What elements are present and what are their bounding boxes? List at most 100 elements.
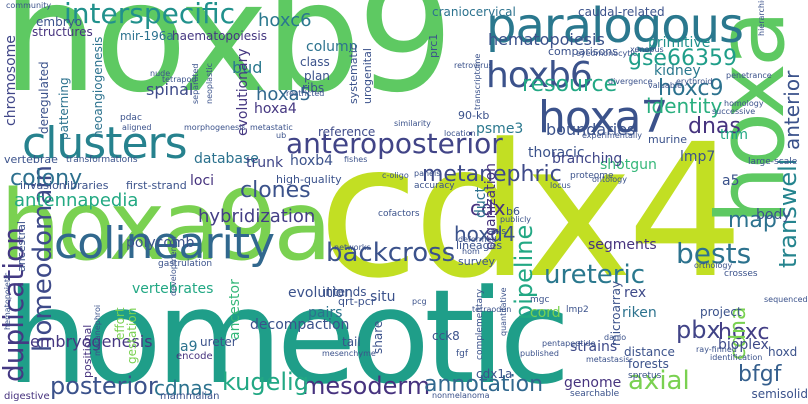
word-chromosome: chromosome <box>3 35 19 126</box>
word-ureter: ureter <box>200 335 237 349</box>
word-hoxc9: hoxc9 <box>658 76 724 101</box>
word-metanephroi: metanephroi <box>93 304 102 356</box>
word-ribs: ribs <box>302 81 325 95</box>
word-separated: separated <box>191 63 200 104</box>
word-anterior: anterior <box>780 70 804 150</box>
word-a9: a9 <box>180 339 198 355</box>
word-ray-finned: ray-finned <box>696 345 737 354</box>
word-spinal: spinal <box>146 80 194 99</box>
word-cdx: cdx <box>470 196 506 220</box>
word-encode: encode <box>176 351 213 362</box>
word-genome: genome <box>564 375 622 391</box>
word-colinearity: colinearity <box>54 218 275 269</box>
word-tetraodon: tetraodon <box>472 305 512 314</box>
word-pairs: pairs <box>308 305 343 321</box>
word-posterior: posterior <box>50 372 158 400</box>
word-identification: identification <box>710 353 763 362</box>
word-situ: situ <box>370 289 396 305</box>
word-hom: hom <box>462 247 480 256</box>
word-cck8: cck8 <box>432 329 460 343</box>
word-hoxa9a: hoxa9a <box>0 170 332 282</box>
word-successive: successive <box>712 107 756 116</box>
word-lmp7: lmp7 <box>680 149 716 165</box>
word-locus: locus <box>550 181 571 190</box>
word-hoxc6: hoxc6 <box>258 10 312 31</box>
word-trunk: trunk <box>246 155 284 171</box>
word-axial: axial <box>628 366 690 396</box>
word-published: published <box>520 349 559 358</box>
word-c-oligo: c-oligo <box>382 171 409 180</box>
word-restricted: restricted <box>286 89 325 98</box>
word-backcross: backcross <box>326 238 456 268</box>
word-accuracy: accuracy <box>414 181 455 191</box>
word-ancestral: ancestral <box>15 221 28 272</box>
word-bioplex: bioplex <box>718 337 769 353</box>
word-strains: strains <box>570 339 618 355</box>
word-proteome: proteome <box>570 171 614 181</box>
word-hierarchical: hierarchical <box>757 0 766 36</box>
word-ub: ub <box>276 131 287 140</box>
word-murine: murine <box>648 133 688 146</box>
word-tnm: tnm <box>720 127 748 143</box>
word-hoxc: hoxc <box>718 320 770 345</box>
word-erythroid: erythroid <box>676 77 713 86</box>
word-pdac: pdac <box>120 113 142 123</box>
word-cdnas: cdnas <box>154 376 214 400</box>
word-riken: riken <box>622 305 657 321</box>
word-pbx: pbx <box>676 316 721 344</box>
word-vertebrates: vertebrates <box>132 281 214 297</box>
word-community: community <box>6 1 52 10</box>
word-deregulated: deregulated <box>37 61 51 134</box>
word-patterning: patterning <box>57 77 71 140</box>
word-hematopoietic: hematopoietic <box>3 272 12 330</box>
word-transcriptome: transcriptome <box>473 53 482 110</box>
word-penetrance: penetrance <box>726 71 772 80</box>
word-orthology: orthology <box>694 261 733 270</box>
word-structures: structures <box>32 25 93 39</box>
word-antennapedia: antennapedia <box>14 190 139 211</box>
word-lineages: lineages <box>456 239 503 252</box>
word-experimentally: experimentally <box>582 131 643 140</box>
word-digestive: digestive <box>4 391 50 402</box>
word-intends: intends <box>322 285 367 299</box>
word-homeotic: homeotic <box>6 261 571 404</box>
word-eyeomonocytic: eyeomonocytic <box>576 49 638 58</box>
word-xenopus: xenopus <box>630 45 664 54</box>
word-craniocervical: craniocervical <box>432 5 516 19</box>
word-urogenital: urogenital <box>361 48 374 104</box>
word-bud: bud <box>232 58 263 77</box>
word-libraries: libraries <box>64 179 109 192</box>
word-body: body <box>756 207 791 223</box>
word-panels: panels <box>414 169 441 178</box>
word-first-strand: first-strand <box>126 179 187 192</box>
word-distance: distance <box>624 345 675 359</box>
word-hoxd4: hoxd4 <box>454 222 516 246</box>
word-hoxa4: hoxa4 <box>254 101 297 117</box>
word-nonmelanoma: nonmelanoma <box>432 391 490 400</box>
word-metastatic: metastatic <box>250 123 293 132</box>
word-b6: b6 <box>506 205 520 218</box>
word-survey: survey <box>458 255 496 268</box>
word-divergence: divergence <box>608 77 653 86</box>
word-gse66359: gse66359 <box>628 46 737 71</box>
word-networks: networks <box>334 243 371 252</box>
word-hematopoiesis: hematopoiesis <box>488 30 605 49</box>
word-hoxb9: hoxb9 <box>2 0 454 126</box>
word-homology: homology <box>724 99 764 108</box>
word-ontology: ontology <box>592 175 627 184</box>
word-neoplastic: neoplastic <box>205 62 214 104</box>
word-embryogenesis: embryogenesis <box>30 332 153 351</box>
word-caudal-related: caudal-related <box>578 5 665 19</box>
word-cdx4: cdx4 <box>318 105 744 319</box>
word-colony: colony <box>10 166 83 191</box>
word-fgf: fgf <box>456 349 469 359</box>
word-location: location <box>444 129 476 138</box>
word-cdx1a: cdx1a <box>476 367 513 381</box>
word-searchable: searchable <box>570 389 620 399</box>
word-mir-196a: mir-196a <box>120 29 174 43</box>
word-hoxb6: hoxb6 <box>486 55 593 96</box>
word-interspecific: interspecific <box>64 0 236 30</box>
word-evolution: evolution <box>288 285 354 301</box>
word-fishes: fishes <box>344 155 368 164</box>
word-forests: forests <box>628 357 669 371</box>
